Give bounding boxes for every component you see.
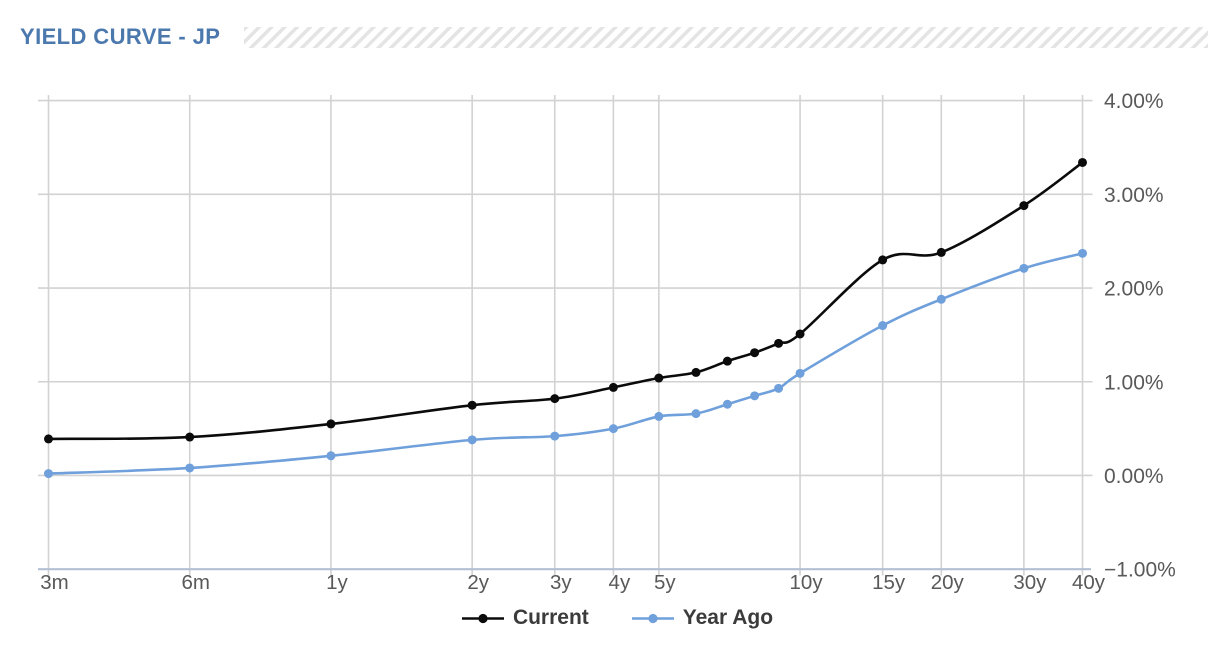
data-point-current (654, 373, 664, 383)
data-point-year-ago (1019, 263, 1029, 273)
hatch-band-decoration (244, 26, 1208, 48)
data-point-current (691, 367, 701, 377)
x-tick-label: 2y (467, 571, 489, 594)
data-point-year-ago (691, 409, 701, 419)
data-point-year-ago (722, 399, 732, 409)
data-point-year-ago (936, 294, 946, 304)
x-tick-label: 6m (181, 571, 209, 594)
data-point-year-ago (774, 383, 784, 393)
data-point-year-ago (750, 391, 760, 401)
data-point-current (1019, 201, 1029, 211)
data-point-current (608, 382, 618, 392)
data-point-current (1078, 157, 1087, 167)
y-tick-label: 4.00% (1104, 90, 1164, 113)
chart-header: YIELD CURVE - JP (20, 24, 1208, 50)
data-point-year-ago (1078, 248, 1087, 258)
data-point-year-ago (654, 411, 664, 421)
y-tick-label: 1.00% (1104, 371, 1164, 394)
x-tick-label: 10y (790, 571, 824, 594)
yield-curve-chart: 4.00% 3.00% 2.00% 1.00% 0.00% −1.00% 3m 6m 1y 2y 3… (38, 90, 1176, 594)
data-point-current (467, 400, 477, 410)
data-point-current (44, 434, 53, 444)
legend-label-current: Current (512, 606, 589, 629)
x-tick-label: 5y (654, 571, 676, 594)
data-point-year-ago (795, 368, 805, 378)
data-point-current (326, 419, 336, 429)
x-tick-label: 15y (872, 571, 906, 594)
legend-item-current[interactable]: Current (461, 606, 589, 630)
series-line-current (47, 161, 1084, 441)
current-line-marker-icon (461, 613, 504, 623)
x-tick-label: 3m (40, 571, 68, 594)
data-point-year-ago (608, 424, 618, 434)
x-tick-label: 40y (1072, 571, 1106, 594)
y-tick-label: −1.00% (1104, 559, 1176, 582)
data-point-current (878, 255, 888, 265)
x-tick-label: 20y (931, 571, 965, 594)
legend-label-year-ago: Year Ago (682, 606, 774, 629)
data-point-current (722, 356, 732, 366)
data-point-current (795, 329, 805, 339)
data-point-current (774, 338, 784, 348)
data-point-current (185, 432, 195, 442)
data-point-year-ago (44, 469, 53, 479)
y-tick-label: 2.00% (1104, 278, 1164, 301)
y-tick-label: 0.00% (1104, 465, 1164, 488)
data-point-year-ago (467, 435, 477, 445)
data-point-year-ago (550, 431, 560, 441)
data-point-year-ago (185, 463, 195, 473)
x-tick-label: 30y (1013, 571, 1047, 594)
page-title: YIELD CURVE - JP (20, 24, 221, 49)
series-line-year-ago (47, 252, 1084, 475)
x-tick-label: 4y (609, 571, 631, 594)
x-tick-label: 1y (326, 571, 348, 594)
data-point-current (750, 348, 760, 358)
year-ago-line-marker-icon (631, 613, 674, 623)
data-point-current (936, 247, 946, 257)
data-point-year-ago (326, 451, 336, 461)
x-tick-label: 3y (550, 571, 572, 594)
chart-legend: Current Year Ago (13, 606, 1208, 630)
legend-item-year-ago[interactable]: Year Ago (631, 606, 773, 630)
y-tick-label: 3.00% (1104, 184, 1164, 207)
data-point-year-ago (878, 321, 888, 331)
data-point-current (550, 394, 560, 404)
